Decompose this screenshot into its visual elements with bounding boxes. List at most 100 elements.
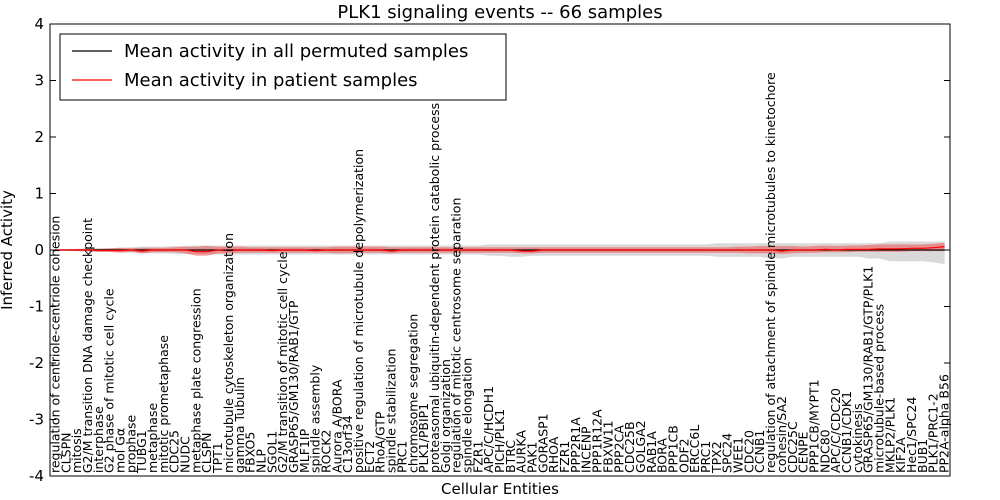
category-label: mitotic prometaphase	[156, 335, 171, 473]
category-label: ROCK2	[319, 430, 334, 473]
category-label: gamma Tubulin	[232, 377, 247, 473]
category-label: KIF2A	[893, 437, 908, 473]
y-tick-label: 2	[34, 128, 44, 146]
y-tick-label: 0	[34, 241, 44, 259]
category-label: CENPE	[796, 431, 811, 473]
category-label: CDC25	[167, 430, 182, 473]
patient-mean-line-segment	[825, 248, 837, 251]
category-label: CDC25B	[622, 421, 637, 473]
category-label: GORASP1	[535, 413, 550, 473]
patient-mean-line-segment	[315, 249, 327, 252]
category-label: NDC80	[817, 429, 832, 473]
patient-mean-line-segment	[814, 248, 826, 251]
y-tick-label: 4	[34, 15, 44, 33]
x-axis-label: Cellular Entities	[441, 480, 559, 498]
category-label: ECT2	[362, 441, 377, 473]
category-label: PPP2CA	[611, 425, 626, 473]
category-label: RhoA/GTP	[373, 411, 388, 473]
category-label: PRC1	[394, 441, 409, 473]
category-label: AURKA	[514, 430, 529, 473]
y-tick-label: -2	[29, 354, 44, 372]
category-label: NUDC	[178, 436, 193, 473]
patient-confidence-band	[55, 242, 945, 256]
patient-mean-line-segment	[922, 247, 934, 249]
category-label: FBXW11	[600, 420, 615, 473]
category-label: PLK1/PRC1-2	[926, 393, 941, 473]
patient-mean-line-segment	[532, 249, 544, 252]
category-label: CCNB1	[752, 430, 767, 473]
category-label: ERCC6L	[687, 425, 702, 473]
category-label: ODF2	[676, 438, 691, 473]
category-label: prophase	[123, 414, 138, 472]
category-label: PPP1CB/MYPT1	[807, 379, 822, 473]
category-label: NLP	[253, 449, 268, 473]
patient-mean-line-segment	[771, 249, 782, 252]
legend: Mean activity in all permuted samples Me…	[59, 33, 507, 101]
y-axis-ticks: -4 -3 -2 -1 0 1 2 3 4	[29, 15, 950, 485]
patient-mean-line-segment	[87, 249, 99, 252]
patient-mean-line-segment	[380, 249, 392, 252]
y-tick-label: -3	[29, 411, 44, 429]
y-tick-label: -1	[29, 298, 44, 316]
patient-mean-line-segment	[207, 249, 219, 253]
patient-mean-line-segment	[261, 249, 273, 252]
patient-mean-line-segment	[131, 249, 143, 252]
patient-mean-line-segment	[391, 249, 403, 252]
y-tick-label: 1	[34, 185, 44, 203]
category-label: G2 phase of mitotic cell cycle	[102, 288, 117, 473]
permuted-confidence-band	[55, 241, 945, 265]
patient-mean-line-segment	[218, 249, 229, 252]
patient-mean-line-segment	[933, 246, 945, 249]
category-label: PRC1	[698, 441, 713, 473]
category-label: mol Gα	[113, 428, 128, 473]
category-label: GRASP65/GM130/RAB1/GTP/PLK1	[861, 266, 876, 473]
category-label: TUBG1	[134, 430, 149, 474]
legend-label-patient: Mean activity in patient samples	[124, 70, 418, 91]
y-tick-label: 3	[34, 72, 44, 90]
patient-mean-line-segment	[781, 249, 793, 252]
category-label: spindle stabilization	[384, 349, 399, 474]
category-label: regulation of mitotic centrosome separat…	[449, 198, 464, 473]
category-label: mitosis	[69, 428, 84, 473]
category-label: BORA	[655, 438, 670, 473]
patient-mean-line-segment	[142, 249, 154, 252]
category-label: proteasomal ubiquitin-dependent protein …	[427, 103, 442, 473]
category-label: PPP2R1A	[568, 417, 583, 473]
category-label: RHOA	[546, 436, 561, 473]
category-label: PLK1/PBIP1	[416, 403, 431, 473]
category-label: C13orf34	[340, 415, 355, 473]
category-label: Aurora A/BORA	[329, 379, 344, 473]
category-label: APC/C/CDC20	[828, 388, 843, 473]
patient-mean-line-segment	[120, 249, 132, 252]
category-label: RAB1A	[644, 431, 659, 473]
category-label: Golgi organization	[438, 359, 453, 473]
category-label: positive regulation of microtubule depol…	[351, 149, 366, 473]
series-lines	[55, 246, 945, 253]
category-label: Hec1/SPC24	[904, 397, 919, 473]
confidence-bands	[55, 241, 945, 265]
category-label: MKLP2/PLK1	[882, 397, 897, 473]
patient-mean-line-segment	[901, 247, 913, 250]
category-label: PAK1	[525, 442, 540, 473]
category-label: regulation of attachment of spindle micr…	[763, 72, 778, 473]
legend-label-permuted: Mean activity in all permuted samples	[124, 41, 468, 62]
category-label: BTRC	[503, 440, 518, 473]
category-label: GRASP65/GM130/RAB1/GTP	[286, 300, 301, 473]
category-label: chromosome segregation	[405, 314, 420, 473]
category-label: microtubule-based process	[872, 304, 887, 473]
patient-mean-line-segment	[228, 249, 240, 252]
category-label: WEE1	[731, 437, 746, 473]
category-label: BUB1	[915, 439, 930, 473]
category-label: GOLGA2	[633, 420, 648, 473]
category-label: CLSPN	[199, 432, 214, 473]
patient-mean-line-segment	[868, 248, 880, 250]
category-label: FZR1	[557, 441, 572, 473]
category-label: CLSPN	[58, 433, 73, 474]
category-label: FBXO5	[243, 432, 258, 473]
category-label: APC/C/HCDH1	[481, 386, 496, 473]
category-label: PICH/PLK1	[492, 409, 507, 473]
chart-title: PLK1 signaling events -- 66 samples	[337, 2, 662, 23]
patient-mean-line-segment	[836, 248, 848, 251]
category-label: G2/M transition DNA damage checkpoint	[80, 218, 95, 473]
